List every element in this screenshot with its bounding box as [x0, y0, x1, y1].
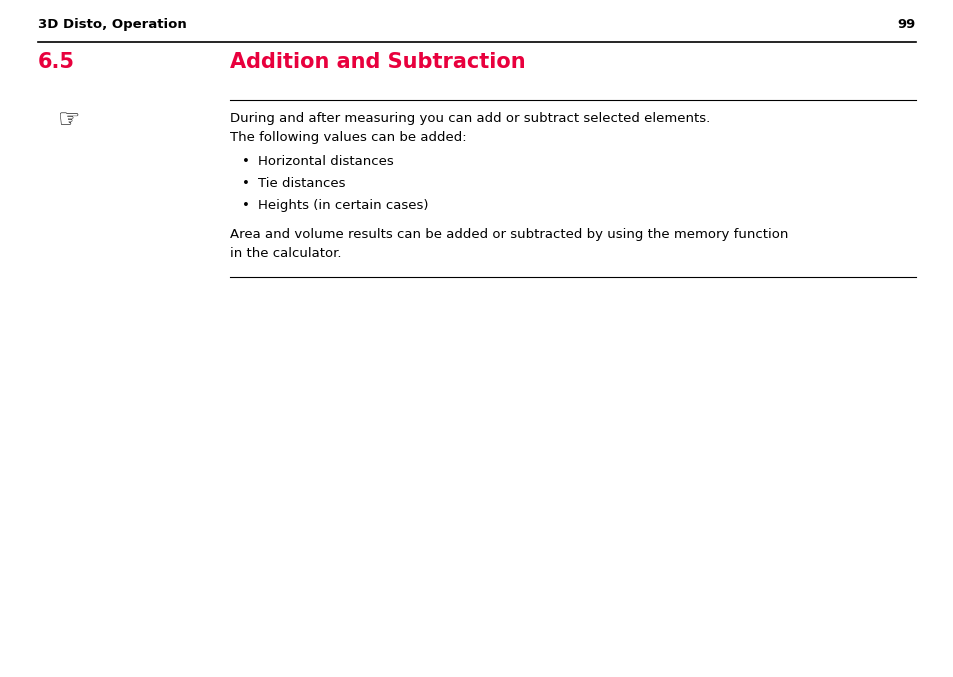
Text: Heights (in certain cases): Heights (in certain cases) — [257, 199, 428, 212]
Text: Tie distances: Tie distances — [257, 177, 345, 190]
Text: The following values can be added:: The following values can be added: — [230, 131, 466, 144]
Text: •: • — [242, 199, 250, 212]
Text: Horizontal distances: Horizontal distances — [257, 155, 394, 168]
Text: Area and volume results can be added or subtracted by using the memory function: Area and volume results can be added or … — [230, 228, 787, 241]
Text: •: • — [242, 155, 250, 168]
Text: in the calculator.: in the calculator. — [230, 247, 341, 260]
Text: 99: 99 — [897, 18, 915, 31]
Text: ☞: ☞ — [58, 108, 80, 132]
Text: During and after measuring you can add or subtract selected elements.: During and after measuring you can add o… — [230, 112, 709, 125]
Text: •: • — [242, 177, 250, 190]
Text: 3D Disto, Operation: 3D Disto, Operation — [38, 18, 187, 31]
Text: Addition and Subtraction: Addition and Subtraction — [230, 52, 525, 72]
Text: 6.5: 6.5 — [38, 52, 75, 72]
